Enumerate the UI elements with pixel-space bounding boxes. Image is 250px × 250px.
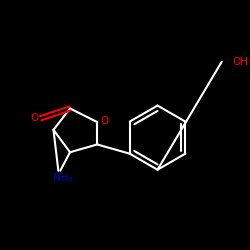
Text: OH: OH <box>232 57 248 67</box>
Text: O: O <box>30 113 38 123</box>
Text: NH₂: NH₂ <box>54 174 73 184</box>
Text: O: O <box>100 116 108 126</box>
